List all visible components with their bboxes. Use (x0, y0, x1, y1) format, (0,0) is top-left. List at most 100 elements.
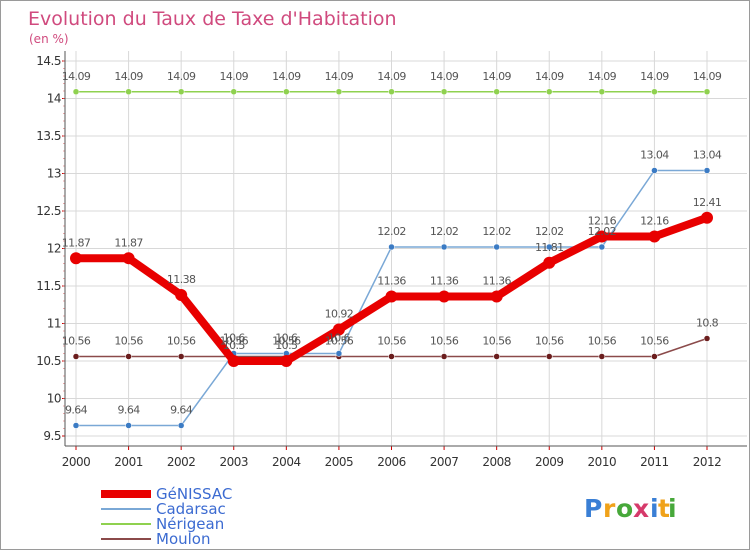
data-point-cadarsac (388, 243, 395, 251)
data-point-cadarsac (72, 422, 80, 429)
data-label-genissac: 11.36 (377, 275, 406, 288)
data-point-nerigean (546, 88, 553, 95)
data-point-moulon (546, 353, 553, 360)
data-point-cadarsac (598, 243, 606, 251)
data-point-genissac (648, 230, 661, 243)
data-point-nerigean (335, 88, 343, 95)
data-point-nerigean (283, 88, 290, 95)
x-tick-label: 2005 (325, 455, 354, 469)
data-label-nerigean: 14.09 (272, 70, 301, 83)
x-axis-ticks: 2000 2001 2002 2003 2004 2005 2006 2007 2008 2009… (62, 455, 722, 469)
data-point-genissac (280, 355, 293, 367)
data-labels: 14.09 14.09 14.09 14.09 14.09 14.09 14.09 14.09… (62, 70, 723, 417)
data-point-genissac (595, 230, 608, 243)
chart-title: Evolution du Taux de Taxe d'Habitation (28, 8, 397, 30)
data-point-genissac (438, 290, 451, 303)
data-label-genissac: 12.16 (640, 215, 669, 228)
data-label-moulon: 10.56 (114, 335, 143, 348)
logo-letter: i (668, 494, 677, 523)
data-label-nerigean: 14.09 (377, 70, 406, 83)
y-tick-label: 10 (47, 392, 61, 406)
data-label-nerigean: 14.09 (640, 70, 669, 83)
data-point-genissac (70, 252, 82, 265)
x-tick-label: 2011 (640, 455, 669, 469)
data-label-genissac: 12.41 (693, 196, 722, 209)
data-point-nerigean (651, 88, 658, 95)
data-label-nerigean: 14.09 (535, 70, 564, 83)
data-label-moulon: 10.56 (62, 335, 91, 348)
data-point-nerigean (703, 88, 711, 95)
series-group (70, 88, 713, 429)
data-point-cadarsac (335, 350, 343, 357)
data-label-cadarsac: 9.64 (65, 404, 88, 417)
data-point-cadarsac (177, 422, 185, 429)
data-label-genissac: 11.38 (167, 273, 196, 286)
data-label-moulon: 10.56 (272, 335, 301, 348)
data-label-nerigean: 14.09 (482, 70, 511, 83)
data-label-nerigean: 14.09 (430, 70, 459, 83)
data-point-nerigean (125, 88, 132, 95)
data-label-cadarsac: 10.6 (328, 332, 351, 345)
y-tick-label: 9.5 (43, 429, 61, 443)
data-label-genissac: 11.36 (482, 275, 511, 288)
data-point-cadarsac (125, 422, 132, 429)
data-point-moulon (388, 353, 395, 360)
data-point-moulon (493, 353, 500, 360)
data-label-cadarsac: 10.6 (275, 332, 298, 345)
data-label-genissac: 11.81 (535, 241, 564, 254)
data-label-moulon: 10.56 (220, 335, 249, 348)
data-label-genissac: 10.5 (275, 339, 298, 352)
legend-label: Cadarsac (156, 500, 226, 518)
data-point-nerigean (72, 88, 80, 95)
grid (65, 51, 747, 446)
logo-letter: r (603, 494, 616, 523)
data-label-nerigean: 14.09 (220, 70, 249, 83)
data-label-nerigean: 14.09 (325, 70, 354, 83)
data-label-cadarsac: 9.64 (170, 404, 193, 417)
logo-letter: t (658, 494, 670, 523)
data-point-genissac (332, 323, 345, 336)
logo-letter: P (584, 494, 602, 523)
data-point-moulon (125, 353, 132, 360)
data-point-cadarsac (440, 243, 448, 251)
y-tick-label: 14.5 (36, 54, 61, 68)
data-label-genissac: 10.92 (325, 308, 354, 321)
data-point-moulon (72, 353, 80, 360)
data-point-cadarsac (493, 243, 500, 251)
data-point-genissac (385, 290, 398, 303)
data-label-nerigean: 14.09 (167, 70, 196, 83)
x-tick-label: 2001 (114, 455, 143, 469)
data-point-nerigean (440, 88, 448, 95)
data-label-cadarsac: 12.02 (535, 225, 564, 238)
data-point-genissac (227, 355, 240, 367)
data-label-moulon: 10.56 (167, 335, 196, 348)
data-point-genissac (122, 252, 135, 265)
data-label-moulon: 10.56 (588, 335, 617, 348)
data-point-nerigean (177, 88, 185, 95)
x-tick-label: 2002 (167, 455, 196, 469)
y-tick-label: 13.5 (36, 129, 61, 143)
y-tick-label: 12 (47, 242, 61, 256)
data-label-moulon: 10.56 (640, 335, 669, 348)
data-label-nerigean: 14.09 (114, 70, 143, 83)
data-label-moulon: 10.56 (325, 335, 354, 348)
y-tick-label: 14 (47, 92, 61, 106)
y-tick-label: 13 (47, 167, 61, 181)
data-label-moulon: 10.56 (377, 335, 406, 348)
data-label-cadarsac: 13.04 (640, 149, 669, 162)
x-tick-label: 2004 (272, 455, 301, 469)
x-tick-label: 2009 (535, 455, 564, 469)
x-tick-label: 2008 (482, 455, 511, 469)
data-point-genissac (490, 290, 503, 303)
data-label-genissac: 11.36 (430, 275, 459, 288)
legend-label: Nérigean (156, 515, 224, 533)
data-point-moulon (177, 353, 185, 360)
x-tick-label: 2007 (430, 455, 459, 469)
logo-letter: o (616, 494, 633, 523)
x-tick-label: 2010 (588, 455, 617, 469)
y-tick-label: 12.5 (36, 204, 61, 218)
axes (62, 51, 747, 450)
data-point-moulon (651, 353, 658, 360)
x-tick-label: 2006 (377, 455, 406, 469)
